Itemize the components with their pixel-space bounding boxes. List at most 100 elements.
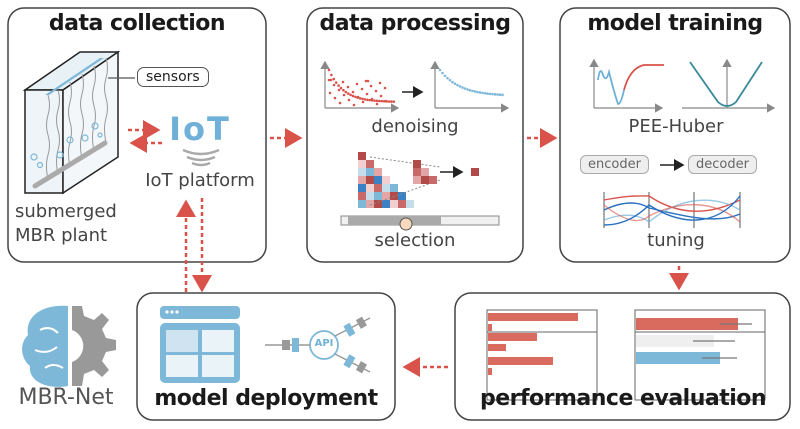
matrix-cell <box>366 200 374 208</box>
noisy-point <box>351 94 355 98</box>
plant-label-line2: MBR plant <box>15 225 108 246</box>
noisy-point <box>334 81 338 84</box>
matrix-cell <box>366 160 374 168</box>
denoised-point <box>498 93 502 97</box>
noisy-point <box>378 99 381 103</box>
denoised-point <box>458 85 462 88</box>
noisy-point <box>329 78 333 82</box>
eval-bar-gray <box>636 335 735 347</box>
denoised-point <box>448 78 452 82</box>
title-data-collection: data collection <box>48 11 226 36</box>
noisy-point <box>337 84 340 87</box>
denoised-point <box>441 71 444 75</box>
noisy-point <box>387 100 391 103</box>
noisy-point <box>361 100 365 104</box>
noisy-point <box>342 88 345 92</box>
noisy-point <box>382 100 386 103</box>
matrix-cell <box>374 200 382 208</box>
decoder-label: decoder <box>688 155 757 174</box>
matrix-cell <box>398 192 406 200</box>
title-model-deployment: model deployment <box>154 386 378 411</box>
matrix-cell <box>398 200 406 208</box>
matrix-cell-zoom <box>413 168 421 176</box>
noisy-point <box>366 79 370 83</box>
matrix-cell <box>390 184 398 192</box>
matrix-cell <box>358 176 366 184</box>
matrix-cell <box>382 200 390 208</box>
noisy-point <box>369 84 373 88</box>
noisy-point <box>364 79 368 83</box>
noisy-point <box>383 86 387 90</box>
denoised-point <box>501 93 504 97</box>
noisy-point <box>332 83 336 87</box>
mbr-net-logo-brain-gear-icon <box>22 305 116 387</box>
denoised-point <box>478 91 482 94</box>
matrix-cell-zoom <box>413 160 421 168</box>
noisy-point <box>352 103 356 107</box>
noisy-point <box>373 99 376 102</box>
denoised-point <box>493 93 497 96</box>
matrix-cell <box>366 184 374 192</box>
denoised-point <box>483 91 487 95</box>
flow-arrows <box>128 120 689 377</box>
denoised-point <box>466 88 469 91</box>
noisy-point <box>368 98 372 102</box>
matrix-cell <box>406 200 414 208</box>
noisy-point <box>370 97 374 101</box>
eval-right-frame <box>634 309 766 401</box>
iot-logo: IoT <box>169 110 231 148</box>
matrix-cell <box>374 184 382 192</box>
denoised-point <box>471 89 474 93</box>
selected-feature <box>471 168 479 176</box>
denoised-data-plot <box>430 60 510 113</box>
eval-bar-red <box>636 318 752 330</box>
noisy-point <box>374 89 378 93</box>
matrix-cell <box>390 200 398 208</box>
matrix-cell-zoom <box>413 176 421 184</box>
matrix-guide <box>369 179 441 206</box>
selection-label: selection <box>374 230 456 251</box>
tuning-label: tuning <box>647 230 705 251</box>
denoising-label: denoising <box>371 116 459 137</box>
matrix-cell <box>358 184 366 192</box>
noisy-point <box>333 96 337 100</box>
matrix-cell-zoom <box>429 176 437 184</box>
noisy-point <box>327 78 331 82</box>
matrix-cell-zoom <box>421 168 429 176</box>
loss-curve-plot <box>589 58 664 113</box>
denoised-point <box>476 90 479 94</box>
denoised-point <box>443 74 447 78</box>
noisy-point <box>392 100 396 103</box>
box-model-training <box>559 7 791 263</box>
denoised-point <box>481 91 484 95</box>
noisy-point <box>356 95 360 99</box>
noisy-point <box>328 91 332 95</box>
noisy-point <box>363 98 367 101</box>
matrix-cell <box>358 192 366 200</box>
tuning-parallel-plot <box>603 192 741 228</box>
title-data-processing: data processing <box>319 11 511 36</box>
noisy-point <box>380 99 384 103</box>
matrix-cell <box>358 160 366 168</box>
noisy-point <box>349 93 352 97</box>
denoised-point <box>456 83 459 87</box>
selection-slider[interactable] <box>340 215 500 231</box>
mbr-net-logo-text: MBR-Net <box>18 385 114 410</box>
eval-bar-blue <box>636 352 737 364</box>
noisy-point <box>375 99 379 103</box>
api-label: API <box>314 338 334 349</box>
mbr-tank-illustration <box>22 50 135 195</box>
api-plug-icon <box>265 316 371 374</box>
noisy-point <box>332 77 336 81</box>
noisy-point <box>379 94 383 98</box>
noisy-point <box>344 90 348 94</box>
noisy-point <box>390 100 393 103</box>
noisy-point <box>360 87 364 91</box>
wireless-signal-icon <box>182 148 220 167</box>
denoised-point <box>446 76 449 80</box>
noisy-data-plot <box>320 60 400 113</box>
noisy-point <box>341 80 345 84</box>
noisy-point <box>330 73 333 77</box>
